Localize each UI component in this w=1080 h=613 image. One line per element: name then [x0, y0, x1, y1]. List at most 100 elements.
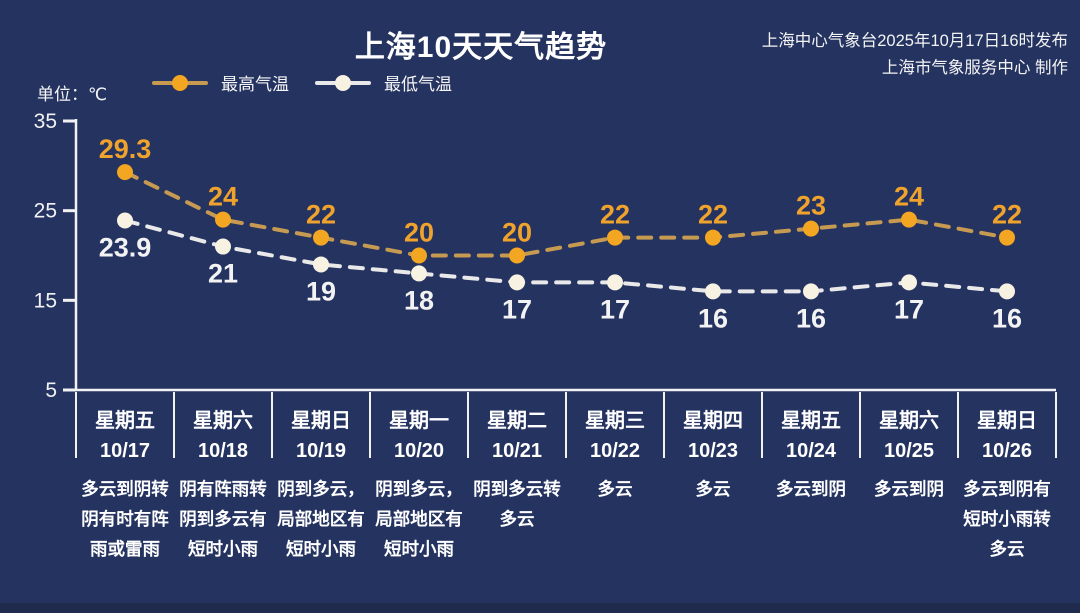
day-column: 星期五 10/24 多云到阴	[762, 395, 860, 564]
day-weather-desc-line: 阴有阵雨转	[179, 479, 267, 499]
high-temp-value-label: 22	[306, 200, 336, 230]
day-weather-desc: 多云到阴有短时小雨转多云	[958, 474, 1056, 564]
page-title: 上海10天天气趋势	[354, 31, 608, 64]
day-header: 星期五 10/24	[762, 395, 860, 462]
chart-legend: 最高气温 最低气温	[152, 70, 452, 95]
day-date: 10/24	[785, 440, 837, 462]
day-weekday: 星期四	[683, 410, 743, 432]
day-column: 星期四 10/23 多云	[664, 395, 762, 564]
day-weather-desc-line: 多云	[695, 479, 731, 499]
high-temp-point	[411, 247, 427, 264]
y-axis-tick-label: 25	[34, 200, 57, 223]
high-temp-value-label: 22	[698, 200, 728, 230]
day-weather-desc-line: 阴到多云，	[277, 479, 365, 499]
day-column: 星期六 10/18 阴有阵雨转 阴到多云有 短时小雨	[174, 395, 272, 564]
day-weather-desc-line: 多云到阴	[874, 479, 944, 499]
day-weather-desc-line: 阴有时有阵	[81, 509, 169, 529]
day-weather-desc: 阴到多云转 多云	[468, 474, 566, 534]
high-temp-dot-swatch	[172, 74, 188, 91]
low-temp-point	[509, 274, 525, 291]
day-date: 10/19	[295, 440, 347, 462]
day-weekday: 星期六	[193, 410, 253, 432]
high-temp-point	[705, 229, 721, 246]
day-column: 星期一 10/20 阴到多云， 局部地区有 短时小雨	[370, 395, 468, 564]
day-weekday: 星期日	[977, 410, 1037, 432]
day-column: 星期日 10/26 多云到阴有短时小雨转多云	[958, 395, 1056, 564]
day-weather-desc-line: 多云	[989, 539, 1025, 559]
day-column: 星期五 10/17 多云到阴转阴有时有阵雨或雷雨	[76, 395, 174, 564]
low-temp-marker-icon	[315, 74, 371, 92]
low-temp-point	[705, 283, 721, 300]
issue-line-2: 上海市气象服务中心 制作	[881, 59, 1068, 77]
day-header: 星期四 10/23	[664, 395, 762, 462]
issue-info: 上海中心气象台2025年10月17日16时发布 上海市气象服务中心 制作	[762, 28, 1068, 82]
low-temp-value-label: 16	[992, 303, 1022, 333]
high-temp-value-label: 20	[404, 218, 434, 248]
high-temp-value-label: 29.3	[99, 134, 152, 164]
day-header: 星期三 10/22	[566, 395, 664, 462]
high-temp-series-line	[123, 170, 1009, 258]
day-weather-desc: 多云到阴	[860, 474, 958, 504]
day-header: 星期六 10/25	[860, 395, 958, 462]
low-temp-series-line	[123, 218, 1009, 294]
low-temp-point	[313, 256, 329, 273]
y-axis-tick-label: 35	[34, 110, 57, 133]
day-weekday: 星期三	[585, 410, 645, 432]
low-temp-point	[901, 274, 917, 291]
high-temp-value-label: 24	[208, 182, 238, 212]
day-column: 星期六 10/25 多云到阴	[860, 395, 958, 564]
high-temp-point	[313, 229, 329, 246]
low-temp-value-label: 17	[502, 294, 532, 324]
day-column: 星期三 10/22 多云	[566, 395, 664, 564]
legend-item-low-temp: 最低气温	[315, 70, 452, 95]
day-weather-desc-line: 短时小雨	[384, 539, 454, 559]
day-date: 10/22	[589, 440, 641, 462]
high-temp-point	[117, 164, 133, 181]
low-temp-dot-swatch	[335, 74, 351, 91]
low-temp-value-label: 17	[894, 294, 924, 324]
day-weather-desc-line: 多云到阴有	[963, 479, 1051, 499]
legend-item-high-temp: 最高气温	[152, 70, 289, 95]
high-temp-marker-icon	[152, 74, 208, 92]
day-weather-desc-line: 阴到多云转	[473, 479, 561, 499]
low-temp-point	[215, 238, 231, 255]
high-temp-value-label: 22	[992, 200, 1022, 230]
low-temp-value-label: 23.9	[99, 233, 152, 263]
day-weather-desc: 多云	[566, 474, 664, 504]
day-weekday: 星期五	[781, 410, 841, 432]
low-temp-point	[607, 274, 623, 291]
low-temp-point	[117, 212, 133, 229]
y-axis-tick-label: 5	[45, 379, 57, 402]
day-header: 星期一 10/20	[370, 395, 468, 462]
day-weather-desc-line: 阴到多云，	[375, 479, 463, 499]
day-weather-desc: 阴到多云， 局部地区有 短时小雨	[272, 474, 370, 564]
day-column: 星期二 10/21 阴到多云转多云	[468, 395, 566, 564]
day-weather-desc: 多云到阴	[762, 474, 860, 504]
high-temp-value-label: 23	[796, 191, 826, 221]
low-temp-point	[999, 283, 1015, 300]
unit-label: 单位：℃	[37, 85, 108, 104]
day-header: 星期日 10/26	[958, 395, 1056, 462]
day-weather-desc-line: 雨或雷雨	[90, 539, 160, 559]
day-column: 星期日 10/19 阴到多云， 局部地区有 短时小雨	[272, 395, 370, 564]
day-header: 星期二 10/21	[468, 395, 566, 462]
day-weekday: 星期六	[879, 410, 939, 432]
low-temp-point	[411, 265, 427, 282]
day-weather-desc-line: 局部地区有	[277, 509, 365, 529]
day-weather-desc-line: 多云到阴转	[81, 479, 169, 499]
day-weather-desc-line: 多云到阴	[776, 479, 846, 499]
day-weekday: 星期五	[95, 410, 155, 432]
day-weather-desc-line: 多云	[499, 509, 535, 529]
low-temp-value-label: 18	[404, 285, 434, 315]
high-temp-point	[999, 229, 1015, 246]
day-header: 星期五 10/17	[76, 395, 174, 462]
day-weather-desc-line: 短时小雨转	[963, 509, 1051, 529]
low-temp-value-label: 16	[698, 303, 728, 333]
low-temp-point	[803, 283, 819, 300]
high-temp-point	[803, 220, 819, 237]
day-date: 10/25	[883, 440, 935, 462]
day-date: 10/18	[197, 440, 249, 462]
day-weather-desc-line: 阴到多云有	[179, 509, 267, 529]
